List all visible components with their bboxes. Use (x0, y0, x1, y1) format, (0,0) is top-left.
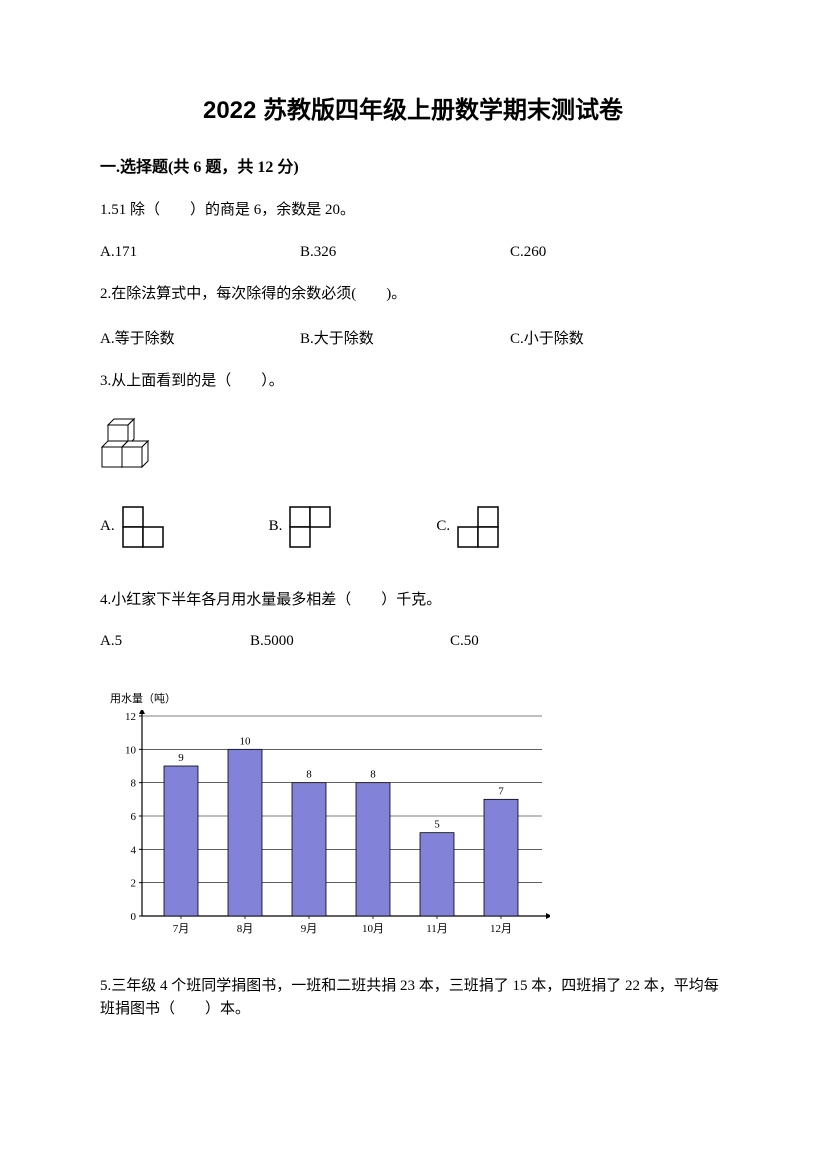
question-4: 4.小红家下半年各月用水量最多相差（ ）千克。 (100, 589, 726, 612)
shape-c-icon (456, 505, 504, 549)
svg-text:7月: 7月 (173, 923, 190, 935)
svg-text:8: 8 (370, 769, 376, 781)
svg-text:10: 10 (125, 744, 137, 756)
shape-b-icon (288, 505, 336, 549)
svg-text:12: 12 (125, 711, 136, 723)
q1-opt-b: B.326 (300, 244, 510, 261)
q3-opt-c-label: C. (436, 518, 450, 535)
page-title: 2022 苏教版四年级上册数学期末测试卷 (100, 90, 726, 125)
svg-text:11月: 11月 (426, 923, 448, 935)
svg-text:12月: 12月 (490, 923, 512, 935)
q2-opt-a: A.等于除数 (100, 327, 300, 348)
q4-opt-b: B.5000 (250, 633, 450, 650)
svg-text:5: 5 (434, 819, 440, 831)
q2-opt-c: C.小于除数 (510, 327, 670, 348)
question-2: 2.在除法算式中，每次除得的余数必须( )。 (100, 283, 726, 306)
cube-figure (100, 415, 726, 475)
q3-opt-a-label: A. (100, 518, 115, 535)
q3-opt-b: B. (269, 505, 337, 549)
question-1: 1.51 除（ ）的商是 6，余数是 20。 (100, 199, 726, 222)
q1-options: A.171 B.326 C.260 (100, 244, 726, 261)
svg-text:6: 6 (131, 811, 137, 823)
svg-text:0: 0 (131, 911, 137, 923)
svg-text:10月: 10月 (362, 923, 384, 935)
q1-opt-a: A.171 (100, 244, 300, 261)
q2-options: A.等于除数 B.大于除数 C.小于除数 (100, 327, 726, 348)
section-header: 一.选择题(共 6 题，共 12 分) (100, 153, 726, 177)
q3-opt-a: A. (100, 505, 169, 549)
q4-options: A.5 B.5000 C.50 (100, 633, 726, 650)
q1-opt-c: C.260 (510, 244, 670, 261)
bar-chart-svg: 0 2 4 6 8 10 12 9 7月 10 8月 8 9月 8 10月 5 11月 7 12月 (110, 710, 550, 940)
svg-text:7: 7 (498, 785, 504, 797)
q4-opt-a: A.5 (100, 633, 250, 650)
chart-ylabel: 用水量（吨） (110, 690, 726, 706)
q3-options: A. B. C. (100, 505, 726, 549)
svg-text:9: 9 (178, 752, 184, 764)
svg-text:8: 8 (131, 778, 137, 790)
q4-opt-c: C.50 (450, 633, 610, 650)
shape-a-icon (121, 505, 169, 549)
q3-opt-c: C. (436, 505, 504, 549)
svg-text:8月: 8月 (237, 923, 254, 935)
q2-opt-b: B.大于除数 (300, 327, 510, 348)
svg-text:9月: 9月 (301, 923, 318, 935)
svg-text:10: 10 (240, 735, 252, 747)
svg-text:8: 8 (306, 769, 312, 781)
water-chart: 用水量（吨） 0 2 4 6 8 10 12 9 7月 10 8月 8 9月 8 10月 5 11月 7 12月 (110, 690, 726, 945)
svg-text:4: 4 (131, 844, 137, 856)
question-3: 3.从上面看到的是（ ）。 (100, 370, 726, 393)
svg-text:2: 2 (131, 878, 137, 890)
question-5: 5.三年级 4 个班同学捐图书，一班和二班共捐 23 本，三班捐了 15 本，四… (100, 975, 726, 1020)
q3-opt-b-label: B. (269, 518, 283, 535)
